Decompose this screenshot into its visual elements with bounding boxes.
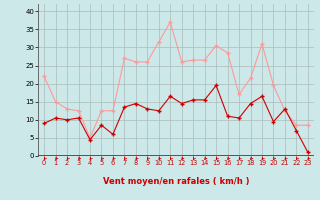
X-axis label: Vent moyen/en rafales ( km/h ): Vent moyen/en rafales ( km/h ) [103,177,249,186]
